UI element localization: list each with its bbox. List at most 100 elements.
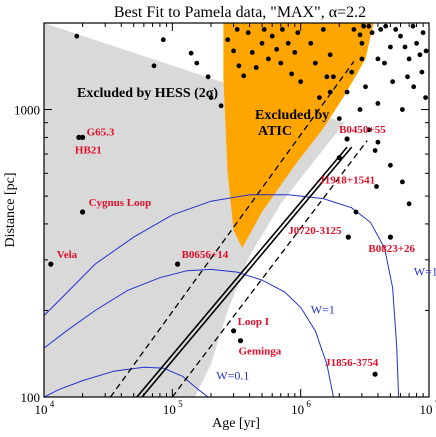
pulsar-point — [420, 30, 426, 36]
pulsar-point — [259, 40, 265, 46]
named-pulsar-point — [344, 136, 350, 142]
pulsar-label: B0450+55 — [339, 124, 386, 136]
pulsar-point — [405, 74, 410, 80]
pulsar-point — [317, 95, 322, 100]
pulsar-point — [312, 60, 318, 66]
pulsar-point — [361, 23, 367, 29]
pulsar-point — [151, 63, 157, 69]
w-curves — [44, 194, 400, 397]
x-tick-label: 10 — [35, 402, 48, 417]
pulsar-point — [378, 27, 384, 32]
pulsar-label: HB21 — [75, 144, 102, 156]
pulsar-point — [402, 44, 408, 50]
w-curve-label: W=1 — [311, 303, 335, 317]
pulsar-point — [406, 201, 412, 207]
x-tick-exponent: 5 — [178, 399, 183, 409]
pulsar-point — [234, 27, 240, 32]
atic-region-label-line1: Excluded by — [255, 108, 329, 123]
hess-region-label: Excluded by HESS (2σ) — [77, 86, 218, 101]
pulsar-point — [188, 50, 194, 56]
y-tick-label: 1000 — [14, 103, 40, 118]
pulsar-point — [327, 52, 333, 58]
pulsar-point — [231, 48, 237, 54]
plot-frame — [43, 22, 430, 398]
pulsar-label: B0656+14 — [182, 249, 229, 261]
chart-title: Best Fit to Pamela data, "MAX", α=2.2 — [114, 4, 366, 21]
fit-lines — [109, 61, 368, 397]
named-pulsar-point — [345, 234, 351, 240]
pulsar-point — [359, 56, 365, 62]
pulsar-point — [400, 179, 405, 185]
pulsar-label: J1918+1541 — [319, 175, 375, 187]
dashed-fit-line-1 — [171, 140, 368, 397]
named-pulsar-point — [175, 261, 181, 267]
pulsar-point — [320, 27, 326, 32]
named-pulsar-point — [80, 209, 86, 215]
atic-exclusion-region — [223, 23, 374, 248]
pulsar-point — [74, 33, 80, 39]
pulsar-label: J0720-3125 — [288, 225, 342, 237]
pulsar-point — [366, 127, 372, 133]
pulsar-point — [160, 37, 166, 43]
pulsar-point — [225, 37, 231, 43]
pulsar-point — [278, 60, 284, 66]
w-curve-1 — [44, 268, 334, 397]
solid-fit-line-1 — [141, 146, 353, 397]
pulsar-point — [336, 116, 342, 121]
pulsar-point — [236, 63, 242, 69]
pulsar-label: B0823+26 — [368, 243, 415, 255]
pulsar-point — [218, 103, 224, 109]
pulsar-point — [400, 107, 405, 112]
pulsar-label: J1856-3754 — [325, 357, 379, 369]
pulsar-point — [372, 148, 378, 153]
x-tick-exponent: 7 — [435, 399, 436, 409]
pulsar-point — [423, 95, 428, 100]
pulsar-label: Loop I — [238, 316, 270, 328]
x-tick-exponent: 4 — [50, 399, 55, 409]
pulsar-point — [245, 30, 251, 36]
pulsar-point — [417, 52, 423, 58]
pulsar-point — [410, 23, 416, 29]
pulsar-point — [344, 89, 350, 95]
pulsar-point — [266, 56, 271, 62]
pulsar-point — [308, 40, 314, 46]
pulsar-point — [285, 40, 291, 46]
pulsar-label: Vela — [57, 249, 78, 261]
named-pulsar-point — [372, 371, 378, 377]
pulsar-point — [369, 30, 375, 36]
pulsar-point — [292, 50, 298, 55]
named-pulsar-point — [80, 134, 86, 140]
pulsar-label: Geminga — [239, 346, 282, 358]
pulsar-point — [411, 84, 417, 90]
pulsar-point — [374, 184, 379, 189]
named-pulsar-point — [237, 338, 244, 344]
named-pulsar-point — [387, 234, 393, 240]
w-curve-2 — [44, 194, 400, 397]
pulsar-point — [359, 40, 365, 46]
pulsar-point — [390, 79, 395, 85]
pulsar-point — [423, 48, 429, 54]
pulsar-point — [205, 74, 211, 80]
pulsar-point — [419, 69, 425, 75]
named-pulsar-point — [48, 261, 54, 267]
pulsar-point — [208, 95, 214, 100]
y-axis-label: Distance [pc] — [3, 172, 18, 247]
x-tick-label: 10 — [420, 402, 433, 417]
pulsar-point — [241, 73, 247, 79]
pulsar-point — [298, 79, 304, 85]
pulsar-point — [366, 23, 372, 29]
pulsar-point — [375, 101, 381, 106]
pulsar-point — [353, 209, 359, 215]
axis-ticks — [43, 22, 429, 398]
pulsar-point — [269, 33, 275, 39]
pulsar-point — [351, 27, 357, 32]
pulsar-point — [295, 30, 301, 36]
pulsar-point — [249, 50, 255, 55]
x-tick-exponent: 6 — [306, 399, 311, 409]
pulsar-point — [398, 33, 403, 39]
pulsar-points — [48, 23, 429, 377]
pulsar-point — [382, 60, 387, 66]
dashed-fit-line-0 — [109, 61, 355, 397]
pulsar-point — [406, 56, 412, 62]
